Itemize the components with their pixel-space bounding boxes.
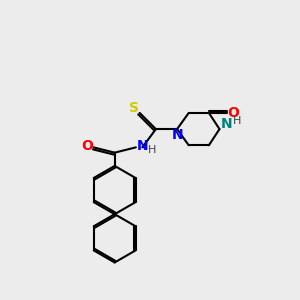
Text: H: H <box>148 145 157 155</box>
Text: N: N <box>136 139 148 153</box>
Text: O: O <box>228 106 240 120</box>
Text: H: H <box>233 116 241 126</box>
Text: N: N <box>221 117 233 131</box>
Text: N: N <box>172 128 184 142</box>
Text: O: O <box>81 139 93 153</box>
Text: S: S <box>129 100 140 115</box>
